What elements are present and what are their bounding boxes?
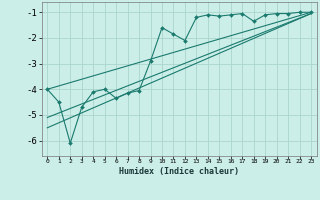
X-axis label: Humidex (Indice chaleur): Humidex (Indice chaleur) [119, 167, 239, 176]
